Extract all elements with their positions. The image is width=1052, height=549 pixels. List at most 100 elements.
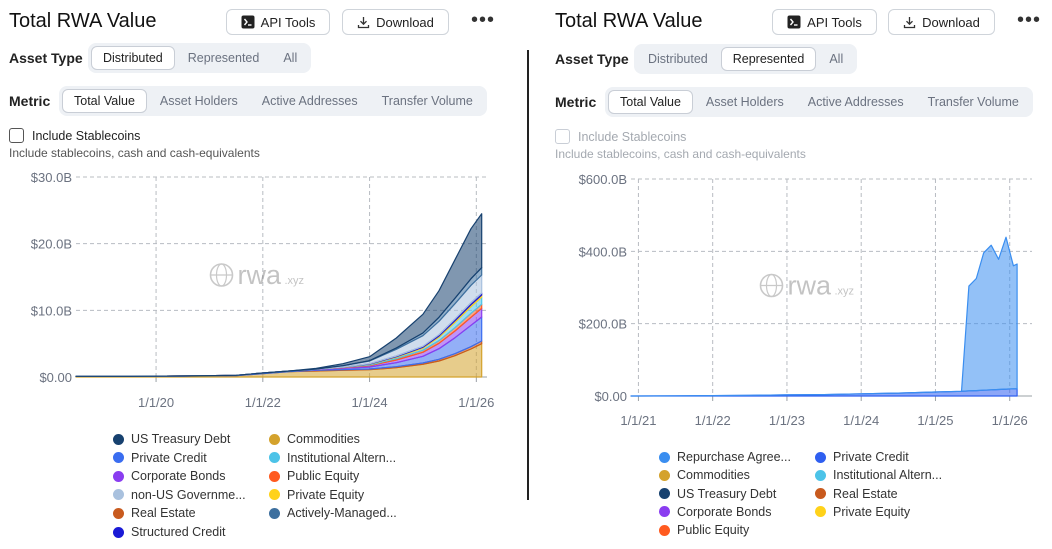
watermark-suffix: .xyz bbox=[835, 286, 855, 298]
legend-swatch bbox=[113, 433, 124, 445]
legend-item[interactable]: Private Equity bbox=[815, 505, 910, 519]
legend-item[interactable]: US Treasury Debt bbox=[113, 432, 230, 446]
y-tick-label: $20.0B bbox=[31, 237, 72, 252]
more-options-icon[interactable]: ••• bbox=[471, 9, 496, 31]
legend-item[interactable]: Corporate Bonds bbox=[659, 505, 772, 519]
legend-swatch bbox=[815, 451, 826, 463]
legend-swatch bbox=[269, 470, 280, 482]
globe-icon bbox=[759, 273, 784, 298]
legend-swatch bbox=[269, 452, 280, 464]
y-tick-label: $30.0B bbox=[31, 170, 72, 185]
legend-item[interactable]: Structured Credit bbox=[113, 525, 225, 539]
legend-item[interactable]: Private Credit bbox=[815, 450, 909, 464]
watermark-text: rwa bbox=[238, 260, 282, 290]
stablecoin-checkbox[interactable] bbox=[9, 128, 24, 143]
metric-transfer-volume[interactable]: Transfer Volume bbox=[381, 94, 473, 108]
legend-label: Private Credit bbox=[833, 450, 909, 464]
legend-item[interactable]: Real Estate bbox=[815, 487, 898, 501]
rwa-logo-watermark: rwa .xyz bbox=[759, 271, 855, 301]
metric-transfer-volume[interactable]: Transfer Volume bbox=[927, 95, 1019, 109]
metric-total-value[interactable]: Total Value bbox=[608, 90, 693, 114]
asset-type-represented[interactable]: Represented bbox=[187, 51, 260, 65]
legend-item[interactable]: Institutional Altern... bbox=[815, 468, 942, 482]
asset-type-selector: Distributed Represented All bbox=[634, 44, 858, 74]
asset-type-distributed[interactable]: Distributed bbox=[91, 46, 175, 70]
left-legend: US Treasury Debt Commodities Private Credi… bbox=[113, 432, 423, 542]
download-button[interactable]: Download bbox=[888, 9, 995, 35]
legend-swatch bbox=[659, 451, 670, 463]
legend-item[interactable]: Private Credit bbox=[113, 451, 207, 465]
legend-item[interactable]: Private Equity bbox=[269, 488, 364, 502]
x-tick-label: 1/1/24 bbox=[843, 413, 879, 428]
legend-label: non-US Governme... bbox=[131, 487, 246, 502]
legend-item[interactable]: Actively-Managed... bbox=[269, 506, 397, 520]
download-icon bbox=[903, 16, 916, 28]
stablecoin-description: Include stablecoins, cash and cash-equiv… bbox=[9, 146, 260, 160]
asset-type-distributed[interactable]: Distributed bbox=[648, 52, 708, 66]
y-tick-label: $0.00 bbox=[39, 370, 72, 385]
legend-swatch bbox=[113, 452, 124, 464]
download-icon bbox=[357, 16, 370, 28]
y-tick-label: $400.0B bbox=[579, 244, 627, 259]
legend-label: Public Equity bbox=[677, 523, 750, 538]
x-tick-label: 1/1/21 bbox=[620, 413, 656, 428]
api-tools-button[interactable]: API Tools bbox=[226, 9, 330, 35]
legend-item[interactable]: Institutional Altern... bbox=[269, 451, 396, 465]
legend-item[interactable]: Real Estate bbox=[113, 506, 196, 520]
metric-active-addresses[interactable]: Active Addresses bbox=[261, 94, 358, 108]
stablecoin-toggle: Include Stablecoins bbox=[555, 129, 686, 144]
x-tick-label: 1/1/24 bbox=[351, 395, 387, 410]
legend-item[interactable]: Repurchase Agree... bbox=[659, 450, 791, 464]
asset-type-label: Asset Type bbox=[555, 51, 629, 67]
api-tools-button[interactable]: API Tools bbox=[772, 9, 877, 35]
more-options-icon[interactable]: ••• bbox=[1017, 9, 1042, 31]
legend-label: Corporate Bonds bbox=[677, 504, 772, 519]
globe-meridian bbox=[215, 263, 228, 287]
legend-label: Commodities bbox=[287, 432, 360, 446]
terminal-icon bbox=[787, 15, 801, 29]
metric-active-addresses[interactable]: Active Addresses bbox=[807, 95, 904, 109]
legend-label: Institutional Altern... bbox=[833, 468, 943, 483]
legend-item[interactable]: US Treasury Debt bbox=[659, 487, 776, 501]
terminal-icon bbox=[241, 15, 255, 29]
x-tick-label: 1/1/20 bbox=[138, 395, 174, 410]
legend-swatch bbox=[659, 524, 670, 536]
stablecoin-checkbox[interactable] bbox=[555, 129, 570, 144]
legend-item[interactable]: Public Equity bbox=[269, 469, 359, 483]
legend-item[interactable]: Public Equity bbox=[659, 523, 749, 537]
y-tick-label: $200.0B bbox=[579, 317, 627, 332]
metric-asset-holders[interactable]: Asset Holders bbox=[159, 94, 238, 108]
legend-item[interactable]: non-US Governme... bbox=[113, 488, 246, 502]
asset-type-all[interactable]: All bbox=[283, 51, 298, 65]
legend-swatch bbox=[269, 489, 280, 501]
asset-type-represented[interactable]: Represented bbox=[720, 47, 817, 71]
legend-label: US Treasury Debt bbox=[131, 432, 231, 446]
legend-swatch bbox=[269, 507, 280, 519]
legend-swatch bbox=[815, 506, 826, 518]
asset-type-all[interactable]: All bbox=[829, 52, 844, 66]
api-tools-label: API Tools bbox=[807, 14, 862, 30]
x-tick-label: 1/1/23 bbox=[769, 413, 805, 428]
legend-item[interactable]: Commodities bbox=[269, 432, 360, 446]
metric-label: Metric bbox=[9, 93, 51, 109]
legend-swatch bbox=[659, 488, 670, 500]
metric-asset-holders[interactable]: Asset Holders bbox=[705, 95, 784, 109]
metric-label: Metric bbox=[555, 94, 597, 110]
legend-swatch bbox=[269, 433, 280, 445]
legend-label: Private Equity bbox=[287, 487, 365, 502]
legend-item[interactable]: Corporate Bonds bbox=[113, 469, 226, 483]
metric-total-value[interactable]: Total Value bbox=[62, 89, 147, 113]
legend-label: Private Credit bbox=[131, 450, 207, 465]
left-chart: $0.00 $10.0B $20.0B $30.0B 1/1/20 1/1/22 1/1/2… bbox=[31, 170, 495, 410]
legend-swatch bbox=[659, 506, 670, 518]
right-chart: $0.00 $200.0B $400.0B $600.0B 1/1/21 1/1/22 1/… bbox=[579, 172, 1032, 428]
legend-label: Repurchase Agree... bbox=[677, 450, 791, 464]
legend-label: Actively-Managed... bbox=[287, 506, 397, 521]
legend-swatch bbox=[113, 526, 124, 538]
y-tick-label: $0.00 bbox=[594, 389, 627, 404]
legend-item[interactable]: Commodities bbox=[659, 468, 750, 482]
download-button[interactable]: Download bbox=[342, 9, 449, 35]
legend-swatch bbox=[113, 489, 124, 501]
legend-swatch bbox=[113, 470, 124, 482]
stablecoin-toggle: Include Stablecoins bbox=[9, 128, 140, 143]
